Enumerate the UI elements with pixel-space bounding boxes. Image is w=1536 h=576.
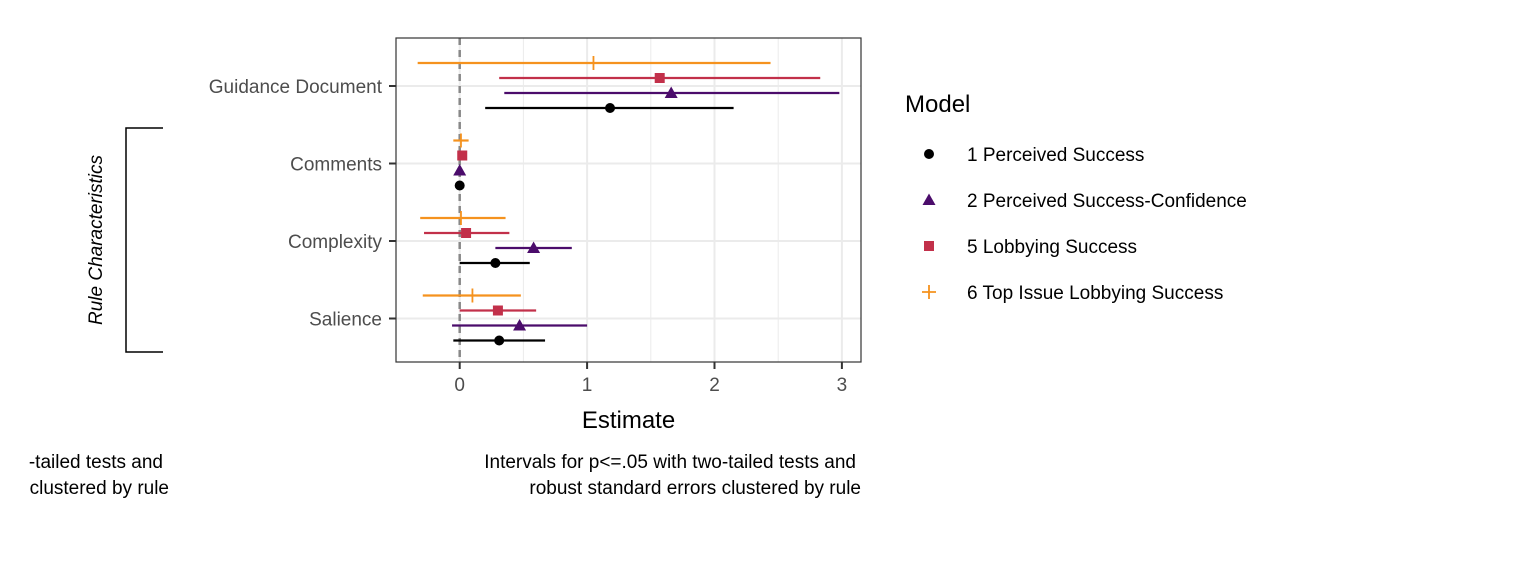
legend-label: 6 Top Issue Lobbying Success [967,283,1223,304]
point-marker [457,150,468,161]
rule-characteristics-bracket: Rule Characteristics [86,127,163,353]
left-caption-line: -tailed tests and [29,452,163,473]
point-marker [465,288,480,303]
series-2 [452,86,840,331]
point-marker [605,103,616,113]
plot-panel-border [395,37,862,363]
y-tick-label: Guidance Document [209,77,383,98]
left-caption-line: clustered by rule [30,478,169,499]
legend-label: 5 Lobbying Success [967,237,1137,258]
y-tick-label: Complexity [288,232,382,253]
x-tick-label: 1 [582,375,593,396]
plot-panel [395,37,862,363]
y-tick-label: Comments [290,155,382,176]
x-tick-label: 0 [454,375,465,396]
y-tick-label: Salience [309,310,382,331]
y-axis: Guidance Document Comments Complexity Salie… [209,77,396,331]
series-3 [424,73,821,316]
point-marker [454,180,465,191]
legend-key-square [924,241,934,251]
legend: Model 1 Perceived Success 2 Perceived Suc… [905,91,1247,304]
caption-line: robust standard errors clustered by rule [529,478,861,499]
data-marks [417,56,840,346]
legend-label: 1 Perceived Success [967,145,1144,166]
point-marker [654,73,665,83]
x-axis-title: Estimate [582,407,675,434]
legend-label: 2 Perceived Success-Confidence [967,191,1247,212]
left-caption-fragment: -tailed tests and clustered by rule [29,452,169,499]
point-marker [492,305,503,316]
caption-line: Intervals for p<=.05 with two-tailed tes… [484,452,856,473]
series-4 [417,56,771,303]
legend-item: 1 Perceived Success [924,145,1144,166]
point-marker [461,228,472,238]
point-marker [453,133,468,148]
point-marker [453,211,468,225]
legend-key-plus [922,285,936,299]
point-marker [527,241,541,253]
legend-key-circle [924,149,934,159]
legend-title: Model [905,91,970,118]
caption: Intervals for p<=.05 with two-tailed tes… [484,452,861,499]
x-tick-label: 3 [837,375,848,396]
point-marker [490,258,501,268]
point-marker [664,86,678,98]
point-marker [513,319,527,331]
point-marker [453,164,467,176]
legend-item: 6 Top Issue Lobbying Success [922,283,1223,304]
series-1 [453,103,734,346]
bracket-line [125,127,163,353]
legend-item: 5 Lobbying Success [924,237,1137,258]
legend-key-triangle [922,193,936,205]
bracket-label: Rule Characteristics [86,155,107,325]
x-tick-label: 2 [709,375,720,396]
point-marker [586,56,601,70]
legend-items: 1 Perceived Success 2 Perceived Success-C… [922,145,1247,304]
point-marker [494,335,505,346]
legend-item: 2 Perceived Success-Confidence [922,191,1247,212]
x-axis: 0 1 2 3 [454,362,847,396]
